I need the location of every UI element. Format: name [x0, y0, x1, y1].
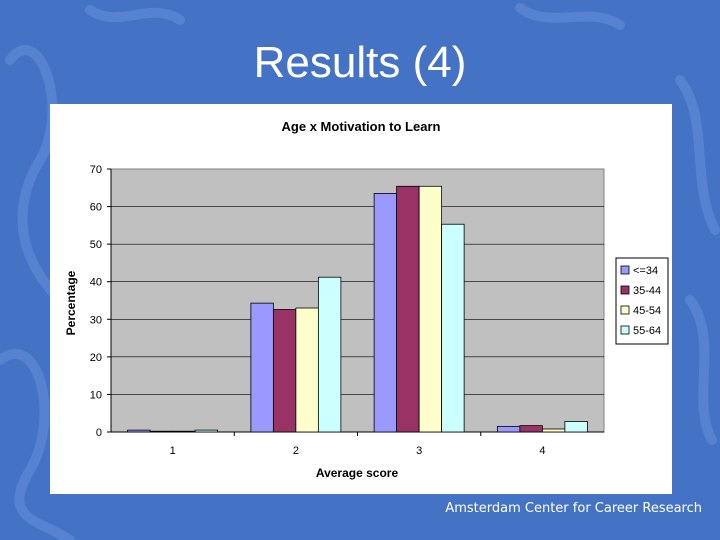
chart-title: Age x Motivation to Learn	[282, 119, 441, 134]
bar	[541, 428, 566, 433]
legend-label: 35-44	[633, 285, 661, 297]
y-tick-label: 60	[90, 202, 102, 214]
bar-chart: Age x Motivation to Learn Average score …	[64, 119, 669, 480]
bar	[172, 430, 196, 433]
y-tick-label: 10	[90, 389, 102, 401]
slide-title: Results (4)	[253, 38, 467, 87]
x-tick-label: 1	[170, 445, 176, 457]
bar	[418, 185, 443, 433]
bar	[496, 425, 521, 433]
bar	[272, 309, 297, 433]
bar	[519, 425, 543, 433]
chart-panel: Age x Motivation to Learn Average score …	[50, 104, 672, 494]
y-tick-label: 20	[90, 352, 102, 364]
bar	[250, 302, 274, 433]
bar	[564, 421, 588, 433]
plot-area	[110, 168, 605, 433]
y-tick-label: 70	[90, 164, 102, 176]
x-tick-label: 3	[416, 445, 422, 457]
bar	[441, 223, 465, 433]
legend-label: <=34	[633, 265, 658, 277]
y-tick-label: 50	[90, 239, 102, 251]
bar	[149, 430, 174, 433]
legend-label: 45-54	[633, 305, 661, 317]
y-tick-label: 30	[90, 314, 102, 326]
bar	[317, 276, 342, 433]
x-tick-label: 4	[539, 445, 545, 457]
legend-swatch	[620, 325, 630, 335]
bar	[373, 193, 398, 433]
y-tick-label: 40	[90, 277, 102, 289]
legend-swatch	[620, 265, 630, 275]
y-axis-label: Percentage	[64, 270, 78, 335]
legend-label: 55-64	[633, 325, 661, 337]
legend-swatch	[620, 305, 630, 315]
x-tick-label: 2	[293, 445, 299, 457]
bar	[127, 429, 151, 433]
bar	[295, 307, 319, 433]
legend-swatch	[620, 285, 630, 295]
bar	[396, 185, 420, 433]
bar	[194, 429, 219, 433]
y-tick-label: 0	[96, 427, 102, 439]
x-axis-label: Average score	[316, 466, 399, 480]
footer-organization: Amsterdam Center for Career Research	[445, 501, 702, 516]
